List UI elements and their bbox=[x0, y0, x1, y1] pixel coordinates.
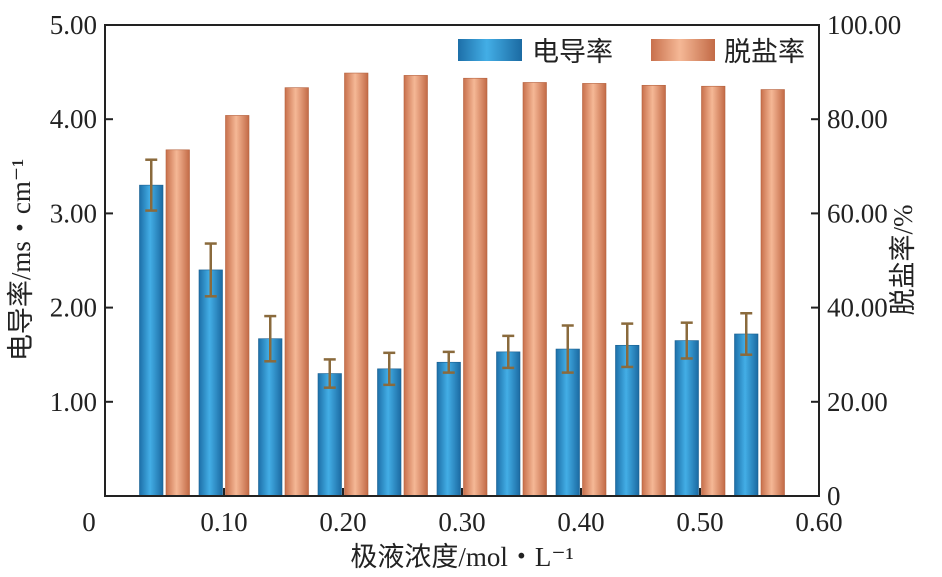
y-tick-label-left: 3.00 bbox=[50, 198, 97, 228]
bar-conductivity bbox=[198, 269, 223, 497]
bar-desalination bbox=[284, 87, 309, 497]
legend: 电导率 脱盐率 bbox=[458, 37, 805, 67]
bar-desalination bbox=[582, 83, 607, 497]
x-tick-label: 0.10 bbox=[200, 507, 247, 537]
legend-swatch-desalination bbox=[651, 39, 715, 61]
bar-conductivity bbox=[674, 340, 699, 497]
bar-conductivity bbox=[139, 184, 164, 497]
y-tick-label-left: 1.00 bbox=[50, 387, 97, 417]
bar-desalination bbox=[760, 89, 785, 497]
y-tick-label-left: 2.00 bbox=[50, 293, 97, 323]
y-tick-label-right: 80.00 bbox=[827, 104, 888, 134]
bar-desalination bbox=[344, 72, 369, 497]
error-bars-layer bbox=[145, 158, 753, 389]
bar-desalination bbox=[522, 82, 547, 497]
x-tick-label: 0.20 bbox=[319, 507, 366, 537]
y-tick-label-left: 4.00 bbox=[50, 104, 97, 134]
bar-desalination bbox=[701, 85, 726, 497]
ticks-layer bbox=[105, 24, 819, 496]
y-tick-label-left: 5.00 bbox=[50, 10, 97, 40]
bar-desalination bbox=[641, 84, 666, 497]
y-axis-title-left: 电导率/ms・cm⁻¹ bbox=[6, 159, 36, 361]
bar-conductivity bbox=[496, 351, 521, 497]
bar-desalination bbox=[165, 149, 190, 497]
y-tick-label-right: 0 bbox=[827, 481, 841, 511]
bar-conductivity bbox=[317, 373, 342, 497]
legend-label-conductivity: 电导率 bbox=[532, 37, 613, 67]
legend-label-desalination: 脱盐率 bbox=[724, 37, 805, 67]
tick-labels-layer: 1.00 2.00 3.00 4.00 5.00 0 20.00 40.00 60.00 80.0… bbox=[50, 10, 902, 537]
x-axis-title: 极液浓度/mol・L⁻¹ bbox=[350, 542, 573, 572]
x-tick-label: 0.60 bbox=[795, 507, 842, 537]
bars-layer bbox=[139, 72, 785, 497]
y-tick-label-right: 40.00 bbox=[827, 293, 888, 323]
y-tick-label-right: 100.00 bbox=[827, 10, 901, 40]
bar-conductivity bbox=[734, 333, 759, 497]
bar-desalination bbox=[225, 115, 250, 497]
y-axis-title-right: 脱盐率/% bbox=[888, 205, 918, 316]
x-tick-label: 0.50 bbox=[676, 507, 723, 537]
y-tick-label-right: 60.00 bbox=[827, 198, 888, 228]
bar-desalination bbox=[463, 77, 488, 497]
x-tick-label: 0.40 bbox=[557, 507, 604, 537]
bar-conductivity bbox=[436, 361, 461, 497]
bar-conductivity bbox=[377, 368, 402, 497]
x-tick-label: 0.30 bbox=[438, 507, 485, 537]
x-tick-label: 0 bbox=[82, 507, 96, 537]
y-tick-label-right: 20.00 bbox=[827, 387, 888, 417]
bar-desalination bbox=[403, 75, 428, 497]
legend-swatch-conductivity bbox=[458, 39, 522, 61]
